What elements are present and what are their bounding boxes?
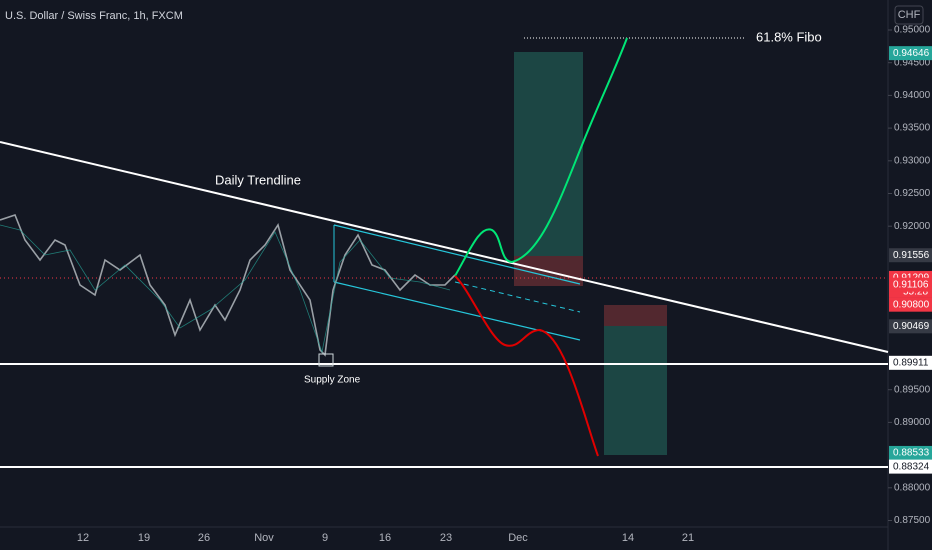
price-badge-label: 0.91106: [893, 279, 929, 290]
price-badge-label: 0.88533: [893, 448, 930, 459]
time-label: 16: [379, 532, 391, 544]
price-badge-label: 0.94646: [893, 48, 930, 59]
currency-button[interactable]: [894, 5, 924, 25]
stop-zone: [604, 305, 667, 326]
time-label: Dec: [508, 532, 528, 544]
channel-line: [333, 224, 581, 285]
annotation: Supply Zone: [304, 375, 361, 386]
supply-box: [318, 353, 334, 367]
time-label: Nov: [254, 532, 274, 544]
time-label: 19: [138, 532, 150, 544]
target-zone: [604, 326, 667, 455]
price-tick-label: 0.95000: [894, 25, 931, 36]
countdown-label: 55:28: [903, 287, 928, 298]
time-label: 9: [322, 532, 328, 544]
price-badge: [889, 277, 932, 292]
price-tick-label: 0.94500: [894, 57, 931, 68]
price-tick-label: 0.88000: [894, 482, 931, 493]
price-badge: [889, 46, 932, 61]
time-label: 23: [440, 532, 452, 544]
price-tick-label: 0.93500: [894, 123, 931, 134]
price-badge-label: 0.91556: [893, 250, 930, 261]
price-series: [0, 214, 456, 357]
trendline: [0, 141, 889, 353]
price-tick-label: 0.93000: [894, 155, 931, 166]
price-badge-label: 0.88324: [893, 461, 930, 472]
symbol-title: U.S. Dollar / Swiss Franc, 1h, FXCM: [5, 10, 183, 22]
annotation: 61.8% Fibo: [756, 29, 822, 44]
price-tick-label: 0.89000: [894, 417, 931, 428]
price-series: [0, 224, 451, 354]
annotation: Daily Trendline: [215, 172, 301, 187]
price-tick-label: 0.87500: [894, 515, 931, 526]
price-badge: [889, 297, 932, 312]
price-badge: [889, 355, 932, 370]
target-zone: [514, 52, 583, 256]
price-badge: [889, 459, 932, 474]
price-badge: [889, 248, 932, 263]
price-tick-label: 0.92000: [894, 221, 931, 232]
channel-mid: [454, 281, 581, 313]
price-badge: [889, 319, 932, 334]
price-tick-label: 0.89500: [894, 384, 931, 395]
price-badge: [889, 445, 932, 460]
price-tick-label: 0.92500: [894, 188, 931, 199]
bull-projection: [454, 37, 628, 277]
currency-label[interactable]: CHF: [898, 9, 921, 21]
time-label: 21: [682, 532, 694, 544]
price-badge-label: 0.90469: [893, 321, 930, 332]
price-tick-label: 0.94000: [894, 90, 931, 101]
time-label: 12: [77, 532, 89, 544]
price-badge-label: 0.89911: [893, 357, 929, 368]
time-label: 14: [622, 532, 634, 544]
bear-projection: [454, 275, 599, 457]
time-label: 26: [198, 532, 210, 544]
price-badge-label: 0.90800: [893, 299, 930, 310]
